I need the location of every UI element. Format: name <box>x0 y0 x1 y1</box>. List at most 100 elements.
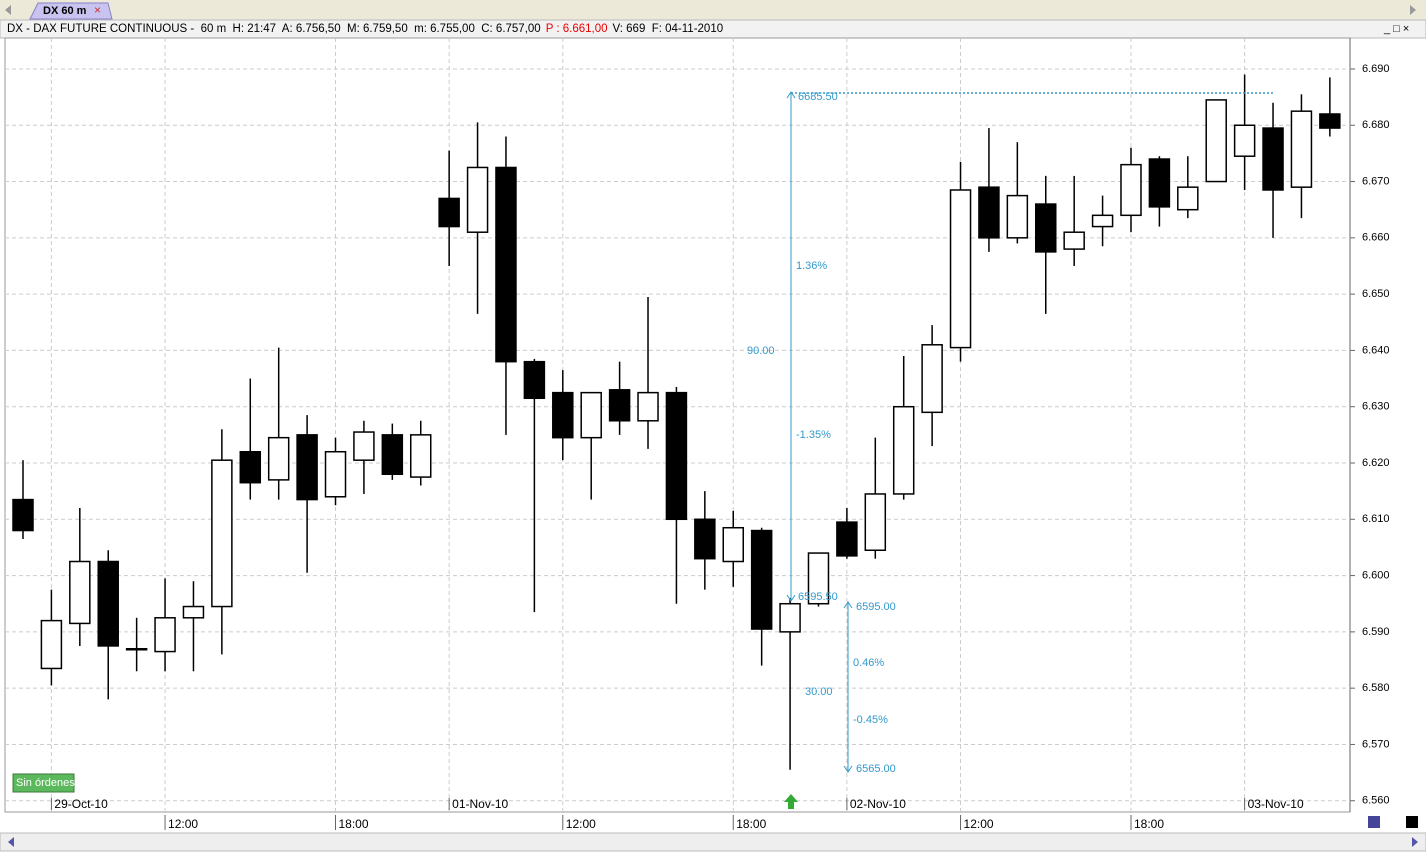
candle-body <box>495 166 517 363</box>
x-tick-label: 12:00 <box>566 817 596 831</box>
scroll-right[interactable] <box>1410 5 1416 15</box>
candle-body <box>1205 99 1227 183</box>
annotation: 6595.50 <box>798 591 838 603</box>
tab-label: DX 60 m <box>43 5 87 17</box>
y-tick-label: 6.630 <box>1362 401 1390 413</box>
candle-body <box>1148 158 1171 208</box>
candle-body <box>779 602 801 633</box>
candle-body <box>97 560 119 647</box>
y-tick-label: 6.680 <box>1362 119 1390 131</box>
annotation: 6595.00 <box>856 601 896 613</box>
x-tick-label: 01-Nov-10 <box>452 797 508 811</box>
candle-body <box>40 619 63 670</box>
y-tick-label: 6.560 <box>1362 795 1390 807</box>
candle-body <box>921 344 943 414</box>
candle-body <box>750 529 773 630</box>
candle-body <box>154 617 176 653</box>
tab-bar <box>0 0 1426 20</box>
annotation: 6685.50 <box>798 91 838 103</box>
candle-body <box>1006 194 1029 239</box>
x-tick-label: 12:00 <box>964 817 994 831</box>
candle-body <box>1319 113 1341 129</box>
orders-label: Sin órdenes <box>16 777 75 789</box>
candle-body <box>807 552 830 605</box>
annotation: 1.36% <box>796 260 827 272</box>
info-text: DX - DAX FUTURE CONTINUOUS - 60 m H: 21:… <box>7 23 723 35</box>
y-tick-label: 6.600 <box>1362 569 1390 581</box>
arrowhead <box>843 601 853 773</box>
y-tick-label: 6.580 <box>1362 682 1390 694</box>
annotation: -1.35% <box>796 429 831 441</box>
candle-body <box>1063 231 1085 250</box>
annotation: 90.00 <box>747 345 775 357</box>
candle-body <box>69 560 91 625</box>
candle-body <box>125 648 148 651</box>
candle-body <box>466 166 489 233</box>
candle-body <box>836 521 858 557</box>
x-tick-label: 18:00 <box>339 817 369 831</box>
y-tick-label: 6.640 <box>1362 344 1390 356</box>
x-tick-label: 12:00 <box>168 817 198 831</box>
candle-body <box>1290 110 1313 188</box>
candle-body <box>438 197 460 228</box>
arrowhead <box>786 91 796 602</box>
candle-body <box>239 450 262 484</box>
x-tick-label: 02-Nov-10 <box>850 797 906 811</box>
candle-body <box>182 605 205 619</box>
candle-body <box>580 391 602 439</box>
candle-body <box>1233 124 1256 157</box>
candle-body <box>608 389 631 422</box>
candle-body <box>1091 214 1114 228</box>
candle-body <box>211 459 233 608</box>
y-tick-label: 6.660 <box>1362 232 1390 244</box>
x-tick-label: 18:00 <box>1134 817 1164 831</box>
scroll-left[interactable] <box>5 5 11 15</box>
y-tick-label: 6.610 <box>1362 513 1390 525</box>
annotation: 30.00 <box>805 686 833 698</box>
annotation: -0.45% <box>853 714 888 726</box>
candle-body <box>864 493 887 551</box>
y-tick-label: 6.670 <box>1362 175 1390 187</box>
y-tick-label: 6.650 <box>1362 288 1390 300</box>
scrollbar[interactable] <box>0 832 1426 852</box>
candle-body <box>722 526 744 563</box>
candle-body <box>949 189 972 349</box>
candle-body <box>381 434 404 476</box>
candle-body <box>353 431 375 461</box>
candle-body <box>409 434 432 478</box>
save-button[interactable] <box>1368 816 1380 828</box>
candle-body <box>1120 163 1142 217</box>
color-button[interactable] <box>1406 816 1418 828</box>
y-tick-label: 6.620 <box>1362 457 1390 469</box>
candle-body <box>892 405 915 495</box>
y-tick-label: 6.570 <box>1362 738 1390 750</box>
y-tick-label: 6.690 <box>1362 63 1390 75</box>
tab-close[interactable]: × <box>94 3 101 17</box>
x-tick-label: 29-Oct-10 <box>54 797 108 811</box>
orders-button[interactable] <box>12 773 75 793</box>
y-tick-label: 6.590 <box>1362 626 1390 638</box>
candle-body <box>12 498 34 532</box>
annotation: 0.46% <box>853 657 884 669</box>
info: DX - DAX FUTURE CONTINUOUS - 60 m H: 21:… <box>7 23 541 35</box>
candle-body <box>637 391 659 422</box>
candle-body <box>267 436 290 481</box>
tab[interactable] <box>29 2 113 20</box>
candle-body <box>552 391 574 439</box>
candle-body <box>1262 127 1284 191</box>
info: V: 669 F: 04-11-2010 <box>613 23 724 35</box>
buy-arrow <box>784 794 798 809</box>
window-buttons[interactable]: _ □ × <box>1383 23 1409 35</box>
candle-body <box>1035 203 1057 253</box>
x-tick-label: 03-Nov-10 <box>1248 797 1304 811</box>
candle-body <box>694 518 716 560</box>
annotation: 6565.00 <box>856 763 896 775</box>
candle-body <box>978 186 1000 239</box>
candle-body <box>523 360 546 400</box>
measure-tool <box>786 91 1273 773</box>
candle-body <box>296 434 318 501</box>
info-price: P : 6.661,00 <box>546 23 608 35</box>
x-tick-label: 18:00 <box>736 817 766 831</box>
